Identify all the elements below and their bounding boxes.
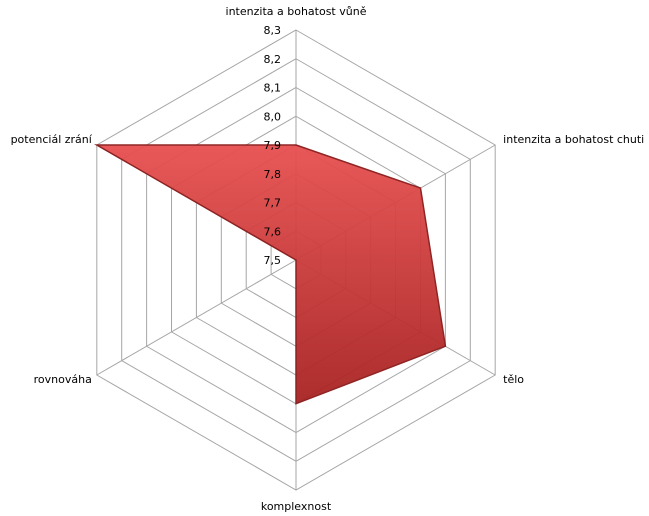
r-tick-label: 8,3 <box>264 24 282 37</box>
category-label: intenzita a bohatost chuti <box>503 133 644 146</box>
category-label: potenciál zrání <box>11 133 93 146</box>
r-tick-label: 7,8 <box>264 168 282 181</box>
r-tick-label: 7,9 <box>264 139 282 152</box>
spoke <box>96 259 297 376</box>
r-tick-label: 7,6 <box>264 225 282 238</box>
category-label: rovnováha <box>34 373 92 386</box>
category-label: intenzita a bohatost vůně <box>226 5 367 18</box>
category-label: komplexnost <box>261 500 332 513</box>
r-tick-label: 8,0 <box>264 110 282 123</box>
r-tick-label: 7,7 <box>264 197 282 210</box>
r-tick-label: 7,5 <box>264 254 282 267</box>
r-tick-label: 8,1 <box>264 82 282 95</box>
r-tick-label: 8,2 <box>264 53 282 66</box>
category-label: tělo <box>503 373 524 386</box>
series-area <box>94 144 447 405</box>
